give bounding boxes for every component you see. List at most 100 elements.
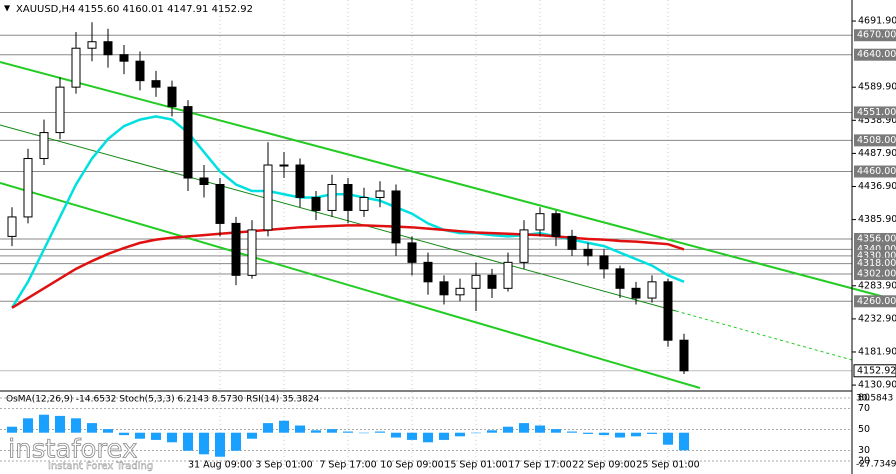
channel-lower bbox=[0, 182, 701, 389]
candle-body bbox=[583, 248, 593, 257]
indicator-header: OsMA(12,26,9) -14.6532 Stoch(5,3,3) 6.21… bbox=[6, 395, 320, 405]
candle-body bbox=[151, 80, 161, 88]
collapse-arrow: ▼ bbox=[4, 4, 11, 13]
y2-tick-label: 50 bbox=[858, 424, 870, 435]
x-tick-label: 17 Sep 17:00 bbox=[508, 460, 571, 471]
osma-bar bbox=[535, 425, 545, 433]
x-tick-label: 15 Sep 01:00 bbox=[444, 460, 507, 471]
level-label: 4340.00 bbox=[857, 244, 896, 255]
candle-body bbox=[551, 213, 561, 237]
level-label: 4640.00 bbox=[857, 49, 896, 60]
candle-body bbox=[247, 229, 257, 276]
logo-name: instaforex bbox=[8, 435, 137, 465]
candle-body bbox=[679, 339, 689, 372]
candle-body bbox=[215, 183, 225, 224]
osma-bar bbox=[343, 431, 353, 433]
candle-body bbox=[311, 196, 321, 211]
candle-body bbox=[343, 183, 353, 211]
level-label-bg bbox=[854, 257, 896, 270]
osma-bar bbox=[183, 432, 193, 451]
candle-body bbox=[407, 242, 417, 263]
candle-body bbox=[439, 281, 449, 296]
x-tick-label: 25 Sep 01:00 bbox=[636, 460, 699, 471]
osma-bar bbox=[263, 423, 273, 433]
y2-tick-label: 80 bbox=[858, 392, 870, 403]
osma-bar bbox=[407, 432, 417, 440]
candle-body bbox=[599, 255, 609, 270]
channel-mid-ext bbox=[675, 310, 853, 361]
x-tick-label: 3 Sep 01:00 bbox=[255, 460, 312, 471]
current-price-label: 4152.92 bbox=[857, 365, 896, 376]
osma-bar bbox=[327, 429, 337, 433]
candle-body bbox=[631, 287, 641, 299]
symbol: XAUUSD,H4 bbox=[16, 4, 75, 15]
osma-bar bbox=[391, 432, 401, 438]
indicator-tick-label: -27.7349 bbox=[856, 460, 896, 470]
level-label-bg bbox=[854, 295, 896, 308]
osma-bar bbox=[375, 431, 385, 433]
osma-bar bbox=[359, 432, 369, 434]
level-label-bg bbox=[854, 134, 896, 147]
level-label: 4356.00 bbox=[857, 233, 896, 244]
osma-bar bbox=[295, 425, 305, 433]
y-tick-label: 4181.90 bbox=[858, 346, 896, 357]
y-tick-label: 4691.90 bbox=[858, 16, 896, 27]
candle-body bbox=[535, 213, 545, 231]
y-tick-label: 4385.90 bbox=[858, 214, 896, 225]
y-tick-label: 4487.90 bbox=[858, 148, 896, 159]
osma-bar bbox=[215, 432, 225, 457]
candle-body bbox=[455, 287, 465, 296]
level-label-bg bbox=[854, 48, 896, 61]
candle-body bbox=[119, 54, 129, 62]
candle-body bbox=[359, 196, 369, 211]
osma-bar bbox=[663, 432, 673, 445]
y-tick-label: 4589.90 bbox=[858, 82, 896, 93]
candle-body bbox=[71, 47, 81, 88]
osma-bar bbox=[151, 432, 161, 440]
osma-bar bbox=[199, 432, 209, 455]
level-label-bg bbox=[854, 232, 896, 245]
candle-body bbox=[295, 164, 305, 198]
candle-body bbox=[55, 86, 65, 134]
candle-body bbox=[327, 183, 337, 211]
osma-bar bbox=[679, 432, 689, 451]
osma-bar bbox=[7, 426, 17, 433]
osma-bar bbox=[103, 429, 113, 433]
x-tick-label: 31 Aug 09:00 bbox=[188, 460, 252, 471]
candle-body bbox=[23, 158, 33, 218]
osma-bar bbox=[487, 430, 497, 433]
osma-bar bbox=[647, 432, 657, 434]
level-label: 4551.00 bbox=[857, 107, 896, 118]
candle-body bbox=[103, 41, 113, 56]
osma-bar bbox=[519, 423, 529, 433]
x-tick-label: 22 Sep 09:00 bbox=[572, 460, 635, 471]
osma-bar bbox=[551, 429, 561, 433]
candle-body bbox=[487, 274, 497, 289]
candle-body bbox=[663, 281, 673, 341]
osma-bar bbox=[455, 432, 465, 437]
osma-bar bbox=[471, 432, 481, 434]
y-tick-label: 4436.90 bbox=[858, 181, 896, 192]
current-price-bg bbox=[853, 364, 896, 378]
osma-bar bbox=[231, 432, 241, 451]
osma-bar bbox=[599, 432, 609, 436]
osma-bar bbox=[567, 431, 577, 433]
osma-bar bbox=[87, 423, 97, 433]
candle-body bbox=[503, 261, 513, 289]
candle-body bbox=[567, 235, 577, 250]
candle-body bbox=[87, 41, 97, 49]
candle-body bbox=[231, 222, 241, 276]
level-label: 4302.00 bbox=[857, 269, 896, 280]
x-tick-label: 10 Sep 09:00 bbox=[380, 460, 443, 471]
level-label-bg bbox=[854, 106, 896, 119]
osma-bar bbox=[439, 432, 449, 440]
x-tick-label: 7 Sep 17:00 bbox=[319, 460, 376, 471]
channel-upper bbox=[0, 61, 896, 301]
candle-body bbox=[199, 177, 209, 185]
level-label: 4508.00 bbox=[857, 135, 896, 146]
osma-bar bbox=[583, 432, 593, 434]
osma-bar bbox=[279, 420, 289, 433]
y-tick-label: 4130.90 bbox=[858, 380, 896, 391]
y-tick-label: 4283.90 bbox=[858, 280, 896, 291]
